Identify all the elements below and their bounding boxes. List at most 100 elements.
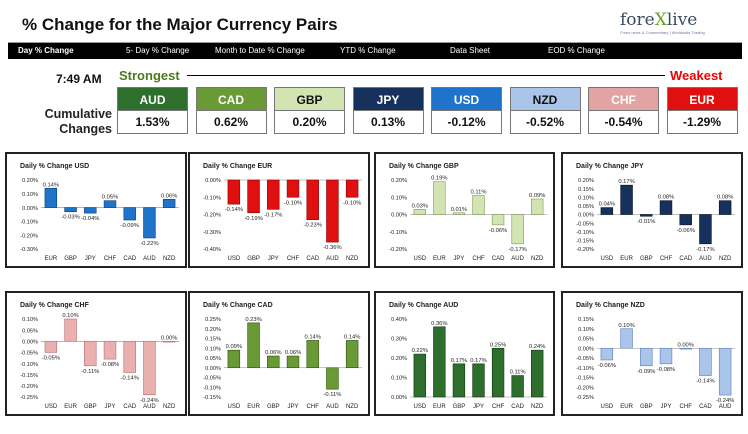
ranking-currency-label: EUR: [666, 87, 738, 111]
ranking-cumulative-value: 0.13%: [352, 111, 424, 134]
y-tick-label: -0.10%: [20, 220, 38, 226]
y-tick-label: 0.20%: [578, 178, 594, 184]
strongest-label: Strongest: [119, 68, 180, 83]
bar-jpy: [286, 355, 300, 369]
data-label: 0.11%: [510, 370, 526, 376]
y-tick-label: -0.20%: [576, 385, 594, 391]
data-label: 0.22%: [412, 348, 428, 354]
y-tick-label: -0.10%: [389, 230, 407, 236]
data-label: -0.22%: [140, 241, 158, 247]
x-tick-label: NZD: [531, 404, 544, 410]
x-tick-label: USD: [45, 404, 58, 410]
x-tick-label: CAD: [123, 256, 136, 262]
chart-title: Daily % Change GBP: [389, 163, 459, 170]
x-tick-label: GBP: [64, 256, 77, 262]
data-label: 0.06%: [161, 193, 177, 199]
tab-month-to-date-change[interactable]: Month to Date % Change: [215, 46, 305, 55]
tab-day-change[interactable]: Day % Change: [18, 46, 74, 55]
ranking-cumulative-value: -0.54%: [588, 111, 659, 134]
chart-aud: Daily % Change AUD 0.40% 0.30% 0.20% 0.10% 0.…: [389, 302, 547, 410]
x-tick-label: NZD: [346, 256, 359, 262]
ranking-gbp: GBP 0.20%: [274, 87, 345, 134]
x-tick-label: GBP: [247, 256, 260, 262]
y-tick-label: 0.20%: [22, 178, 38, 184]
data-label: -0.14%: [225, 207, 243, 213]
x-tick-label: JPY: [268, 256, 279, 262]
tab-data-sheet[interactable]: Data Sheet: [450, 46, 491, 55]
x-tick-label: USD: [228, 256, 241, 262]
x-tick-label: NZD: [531, 256, 544, 262]
tab-5-day-change[interactable]: 5- Day % Change: [126, 46, 190, 55]
y-tick-label: -0.25%: [576, 395, 594, 401]
ranking-cumulative-value: -1.29%: [666, 111, 738, 134]
x-tick-label: GBP: [453, 404, 466, 410]
x-tick-label: EUR: [433, 256, 446, 262]
x-tick-label: CHF: [472, 256, 485, 262]
ranking-currency-label: GBP: [274, 87, 345, 111]
bar-chf: [286, 179, 300, 198]
bar-gbp: [452, 363, 466, 398]
y-tick-label: -0.10%: [203, 195, 221, 201]
tab-ytd-change[interactable]: YTD % Change: [340, 46, 396, 55]
x-tick-label: USD: [228, 404, 241, 410]
bar-usd: [227, 349, 241, 369]
data-label: -0.06%: [598, 363, 616, 369]
chart-jpy: Daily % Change JPY 0.20% 0.15% 0.10% 0.05% 0.…: [576, 163, 735, 262]
bar-nzd: [718, 200, 732, 215]
ranking-currency-label: AUD: [117, 87, 188, 111]
y-tick-label: -0.40%: [203, 247, 221, 253]
ranking-usd: USD -0.12%: [431, 87, 502, 134]
bar-nzd: [345, 179, 359, 198]
chart-panel-aud: Daily % Change AUD 0.40% 0.30% 0.20% 0.10% 0.…: [374, 291, 555, 416]
tab-eod-change[interactable]: EOD % Change: [548, 46, 605, 55]
data-label: -0.24%: [716, 398, 734, 404]
bar-jpy: [659, 347, 673, 365]
x-tick-label: AUD: [511, 256, 524, 262]
page-title: % Change for the Major Currency Pairs: [22, 15, 338, 34]
data-label: -0.19%: [244, 216, 262, 222]
data-label: 0.23%: [245, 317, 261, 323]
y-tick-label: -0.10%: [576, 230, 594, 236]
x-tick-label: AUD: [143, 404, 156, 410]
data-label: -0.17%: [264, 212, 282, 218]
y-tick-label: 0.05%: [578, 337, 594, 343]
chart-title: Daily % Change AUD: [389, 302, 458, 309]
data-label: 0.14%: [304, 334, 320, 340]
ranking-currency-label: JPY: [352, 87, 424, 111]
x-tick-label: CAD: [123, 404, 136, 410]
data-label: 0.25%: [490, 342, 506, 348]
y-tick-label: -0.10%: [576, 366, 594, 372]
x-tick-label: JPY: [473, 404, 484, 410]
x-tick-label: CHF: [307, 404, 320, 410]
weakest-label: Weakest: [670, 68, 723, 83]
x-tick-label: NZD: [346, 404, 359, 410]
y-tick-label: 0.00%: [22, 206, 38, 212]
bar-gbp: [267, 355, 280, 369]
y-tick-label: 0.00%: [391, 395, 407, 401]
bar-nzd: [162, 199, 176, 208]
y-tick-label: 0.15%: [578, 187, 594, 193]
bar-cad: [491, 214, 505, 226]
data-label: -0.03%: [61, 215, 79, 221]
data-label: -0.05%: [42, 355, 60, 361]
data-label: 0.36%: [431, 321, 447, 327]
bar-chf: [679, 347, 692, 350]
x-tick-label: CAD: [679, 256, 692, 262]
bar-nzd: [531, 349, 544, 398]
ranking-cumulative-value: -0.12%: [431, 111, 502, 134]
y-tick-label: -0.20%: [20, 233, 38, 239]
bar-usd: [227, 179, 241, 205]
forexlive-logo: foreXlive Forex news & Commentary | Worl…: [620, 10, 720, 40]
chart-panel-eur: Daily % Change EUR 0.00% -0.10% -0.20% -0.30…: [188, 152, 370, 268]
data-label: 0.00%: [161, 335, 177, 341]
bar-eur: [620, 328, 633, 349]
data-label: -0.14%: [696, 379, 714, 385]
y-tick-label: -0.10%: [20, 362, 38, 368]
y-tick-label: 0.10%: [391, 376, 407, 382]
data-label: 0.01%: [451, 207, 467, 213]
chart-cad: Daily % Change CAD 0.25% 0.20% 0.15% 0.10% 0.…: [203, 302, 362, 410]
bar-eur: [433, 181, 446, 215]
x-tick-label: GBP: [84, 404, 97, 410]
x-tick-label: CHF: [287, 256, 300, 262]
chart-chf: Daily % Change CHF0.10%0.05%0.00%-0.05%-…: [20, 302, 179, 410]
